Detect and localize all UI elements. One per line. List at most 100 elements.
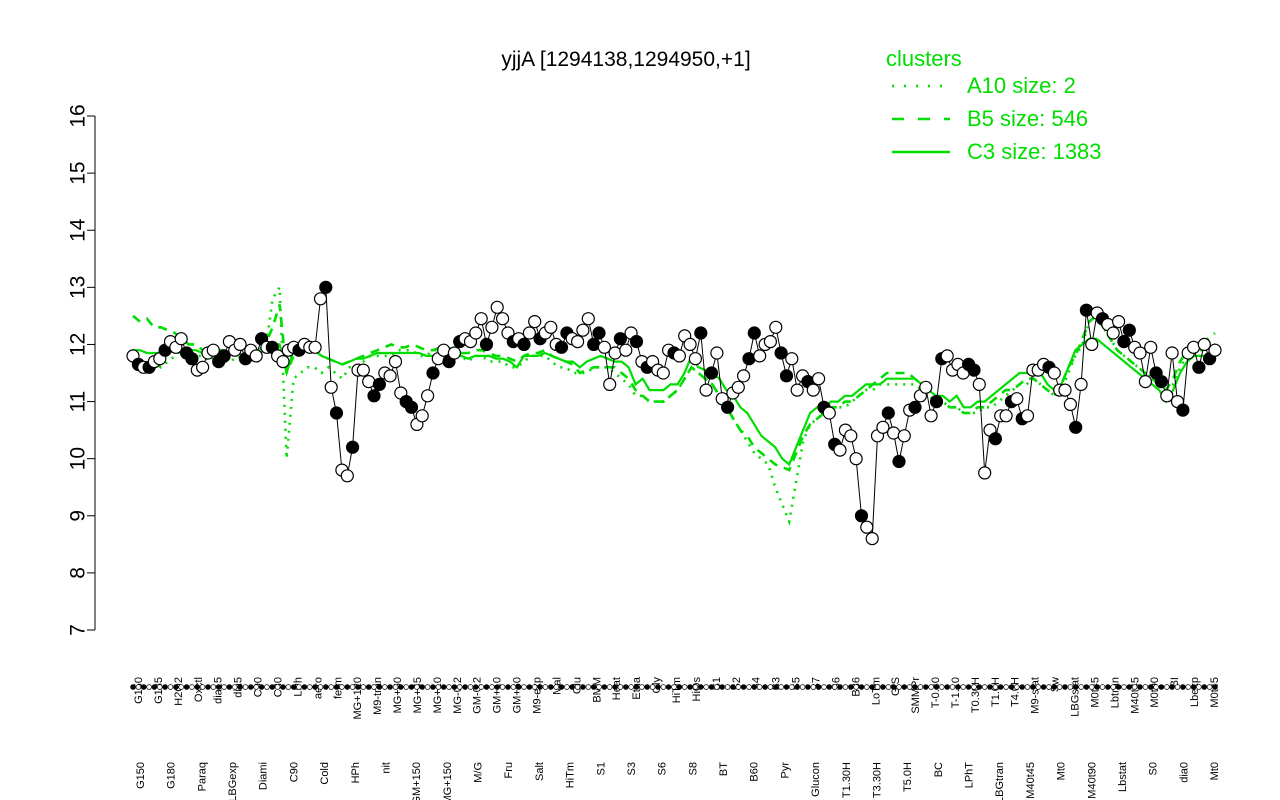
- x-marker: [478, 684, 484, 690]
- x-marker: [253, 684, 259, 690]
- x-marker: [483, 684, 490, 690]
- x-tick-label: M40t45: [1129, 677, 1141, 714]
- x-tick-label: LBGstat: [1070, 677, 1082, 717]
- data-point: [1165, 346, 1179, 360]
- x-marker: [676, 684, 683, 690]
- data-point: [1079, 303, 1094, 317]
- x-marker: [1196, 684, 1202, 690]
- data-point: [1186, 340, 1201, 354]
- data-point: [806, 383, 820, 397]
- x-tick-label: T4.0H: [1010, 677, 1022, 707]
- x-marker: [183, 684, 190, 690]
- x-marker: [660, 684, 667, 690]
- data-point: [404, 400, 419, 414]
- data-point: [1074, 377, 1088, 391]
- x-marker: [387, 684, 393, 690]
- x-marker: [1185, 684, 1191, 690]
- y-axis: 7 8 9 10 11 12 13 14 15 16: [67, 104, 96, 636]
- data-point: [1020, 409, 1035, 423]
- data-point: [881, 406, 895, 420]
- x-marker: [510, 684, 517, 690]
- legend-title: clusters: [886, 46, 962, 71]
- x-marker: [1035, 684, 1041, 690]
- x-marker: [939, 684, 945, 690]
- x-marker: [317, 684, 324, 690]
- x-marker: [1067, 684, 1074, 690]
- x-marker: [494, 684, 500, 690]
- y-tick-label: 9: [67, 510, 90, 522]
- x-tick-label: Fru: [503, 762, 515, 779]
- x-marker: [285, 684, 292, 690]
- x-tick-label: MG+45: [412, 677, 424, 713]
- data-point: [544, 320, 558, 334]
- x-marker: [880, 684, 886, 690]
- x-marker: [606, 684, 613, 690]
- data-point: [522, 326, 537, 340]
- data-point: [362, 375, 376, 389]
- x-marker: [248, 684, 254, 690]
- x-marker: [146, 684, 152, 690]
- x-marker: [665, 684, 672, 690]
- x-tick-label: M40t45: [1025, 762, 1037, 799]
- data-point: [672, 349, 687, 363]
- data-point: [822, 406, 836, 420]
- data-point: [865, 531, 879, 546]
- data-point: [319, 280, 333, 294]
- x-marker: [585, 684, 592, 690]
- y-tick-label: 14: [67, 218, 90, 242]
- x-marker: [548, 684, 554, 690]
- x-marker: [1051, 684, 1058, 690]
- x-marker: [928, 684, 934, 690]
- x-marker: [221, 684, 227, 690]
- data-point: [763, 335, 778, 349]
- x-marker: [1158, 684, 1165, 690]
- data-point: [908, 400, 922, 414]
- x-marker: [1030, 684, 1036, 690]
- data-point: [1010, 392, 1024, 406]
- x-marker: [349, 684, 356, 690]
- x-marker: [526, 684, 533, 690]
- data-point: [1133, 346, 1147, 360]
- x-tick-label: Glucon: [810, 762, 822, 797]
- x-tick-label: dia0: [1178, 762, 1190, 783]
- x-marker: [756, 684, 763, 690]
- data-point: [196, 360, 210, 374]
- x-tick-label: BMM: [591, 677, 603, 703]
- x-marker: [1056, 684, 1063, 690]
- y-tick-label: 8: [67, 567, 90, 579]
- x-marker: [842, 684, 849, 690]
- data-point: [629, 335, 644, 349]
- x-marker: [440, 684, 447, 690]
- x-marker: [419, 684, 425, 690]
- y-tick-label: 12: [67, 333, 90, 356]
- x-marker: [462, 684, 468, 690]
- x-marker: [424, 684, 431, 690]
- x-tick-label: H2O2: [173, 677, 185, 706]
- x-tick-label: MG+60: [392, 677, 404, 713]
- y-tick-label: 15: [67, 161, 90, 184]
- data-point: [554, 340, 569, 354]
- x-marker: [623, 684, 629, 690]
- x-marker: [403, 684, 409, 690]
- x-tick-label: M9-exp: [532, 677, 544, 714]
- x-marker: [301, 684, 308, 690]
- x-marker: [371, 684, 377, 690]
- x-marker: [365, 684, 372, 690]
- x-marker: [408, 684, 415, 690]
- x-marker: [831, 684, 838, 690]
- x-tick-label: GM+150: [411, 762, 423, 800]
- data-point: [656, 366, 670, 380]
- x-tick-label: LBGexp: [227, 762, 239, 800]
- data-point: [485, 320, 499, 334]
- x-tick-label: M0t45: [1209, 677, 1221, 708]
- x-marker: [215, 684, 222, 690]
- x-marker: [569, 684, 575, 690]
- legend-label: C3 size: 1383: [967, 139, 1102, 164]
- data-point: [694, 326, 708, 340]
- x-tick-label: Salt: [534, 762, 546, 781]
- x-marker: [1121, 684, 1127, 690]
- data-point: [978, 466, 992, 480]
- x-marker: [1014, 684, 1020, 690]
- x-tick-label: Oxctl: [193, 677, 205, 702]
- x-tick-label: T-1.10: [950, 677, 962, 708]
